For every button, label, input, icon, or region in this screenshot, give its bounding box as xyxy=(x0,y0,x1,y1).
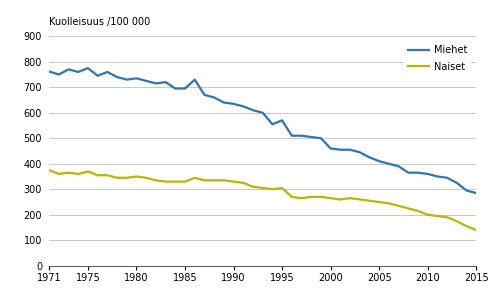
Miehet xyxy=(182,87,188,90)
Naiset xyxy=(240,181,246,185)
Naiset xyxy=(56,172,62,176)
Naiset xyxy=(454,219,460,223)
Naiset xyxy=(46,168,52,172)
Miehet xyxy=(75,70,81,74)
Naiset xyxy=(192,176,198,180)
Miehet xyxy=(376,159,382,163)
Miehet xyxy=(347,148,353,152)
Line: Miehet: Miehet xyxy=(49,68,476,193)
Miehet xyxy=(124,78,130,82)
Naiset xyxy=(250,185,256,188)
Naiset xyxy=(85,170,91,173)
Naiset xyxy=(376,200,382,204)
Miehet xyxy=(250,108,256,112)
Naiset xyxy=(231,180,237,183)
Miehet xyxy=(105,70,110,74)
Miehet xyxy=(231,102,237,106)
Naiset xyxy=(182,180,188,183)
Miehet xyxy=(143,79,149,83)
Miehet xyxy=(211,96,217,99)
Miehet xyxy=(95,74,101,78)
Miehet xyxy=(134,76,139,80)
Miehet xyxy=(386,162,392,165)
Naiset xyxy=(105,173,110,177)
Naiset xyxy=(95,173,101,177)
Naiset xyxy=(289,195,295,199)
Miehet xyxy=(308,135,314,139)
Miehet xyxy=(299,134,304,137)
Naiset xyxy=(357,198,363,201)
Naiset xyxy=(221,178,227,182)
Naiset xyxy=(415,209,421,213)
Miehet xyxy=(260,111,266,114)
Naiset xyxy=(473,228,479,232)
Naiset xyxy=(386,201,392,205)
Miehet xyxy=(201,93,207,97)
Legend: Miehet, Naiset: Miehet, Naiset xyxy=(404,41,471,76)
Naiset xyxy=(444,216,450,219)
Naiset xyxy=(201,178,207,182)
Naiset xyxy=(114,176,120,180)
Naiset xyxy=(260,186,266,190)
Miehet xyxy=(66,68,72,71)
Naiset xyxy=(163,180,168,183)
Miehet xyxy=(56,73,62,76)
Miehet xyxy=(406,171,411,175)
Miehet xyxy=(221,101,227,104)
Miehet xyxy=(240,104,246,108)
Naiset xyxy=(66,171,72,175)
Naiset xyxy=(299,196,304,200)
Naiset xyxy=(327,196,333,200)
Naiset xyxy=(337,198,343,201)
Miehet xyxy=(153,82,159,85)
Miehet xyxy=(473,191,479,195)
Miehet xyxy=(396,165,402,168)
Miehet xyxy=(163,80,168,84)
Miehet xyxy=(46,70,52,73)
Miehet xyxy=(366,156,372,159)
Naiset xyxy=(366,199,372,203)
Miehet xyxy=(435,175,440,178)
Naiset xyxy=(134,175,139,178)
Naiset xyxy=(435,214,440,218)
Naiset xyxy=(143,176,149,180)
Miehet xyxy=(444,176,450,180)
Line: Naiset: Naiset xyxy=(49,170,476,230)
Naiset xyxy=(211,178,217,182)
Naiset xyxy=(270,188,275,191)
Miehet xyxy=(464,189,469,192)
Naiset xyxy=(464,224,469,228)
Miehet xyxy=(337,148,343,152)
Miehet xyxy=(357,150,363,154)
Naiset xyxy=(347,196,353,200)
Miehet xyxy=(270,122,275,126)
Naiset xyxy=(279,186,285,190)
Naiset xyxy=(396,204,402,208)
Miehet xyxy=(289,134,295,137)
Naiset xyxy=(308,195,314,199)
Text: Kuolleisuus /100 000: Kuolleisuus /100 000 xyxy=(49,17,150,27)
Miehet xyxy=(279,119,285,122)
Naiset xyxy=(425,213,431,217)
Miehet xyxy=(114,75,120,79)
Miehet xyxy=(318,137,324,140)
Naiset xyxy=(406,207,411,210)
Miehet xyxy=(172,87,178,90)
Naiset xyxy=(318,195,324,199)
Miehet xyxy=(85,66,91,70)
Miehet xyxy=(454,181,460,185)
Naiset xyxy=(124,176,130,180)
Miehet xyxy=(415,171,421,175)
Naiset xyxy=(75,172,81,176)
Miehet xyxy=(327,147,333,150)
Miehet xyxy=(192,78,198,82)
Naiset xyxy=(172,180,178,183)
Miehet xyxy=(425,172,431,176)
Naiset xyxy=(153,178,159,182)
